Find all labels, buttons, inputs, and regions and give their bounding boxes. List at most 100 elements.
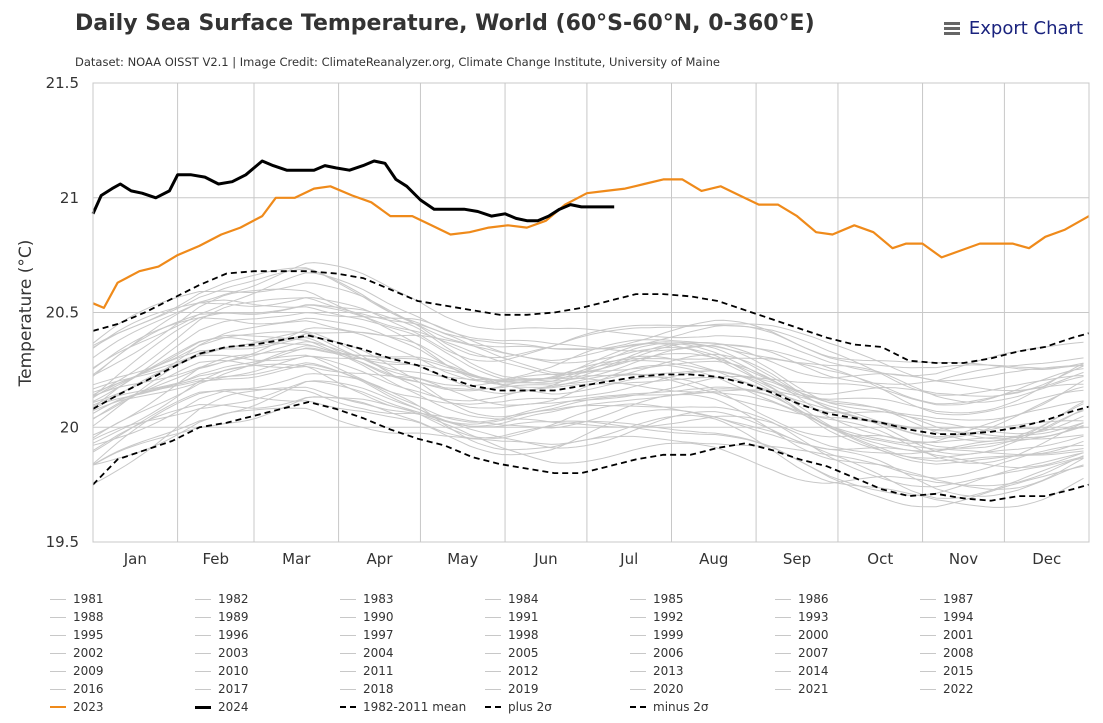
legend-swatch [340, 670, 356, 672]
legend-label: 2005 [508, 646, 539, 660]
legend-label: 1982-2011 mean [363, 700, 467, 714]
legend-item[interactable]: 2013 [630, 662, 770, 680]
legend-item[interactable]: 1989 [195, 608, 335, 626]
legend-swatch [630, 670, 646, 672]
legend-label: 2010 [218, 664, 249, 678]
legend-label: 2021 [798, 682, 829, 696]
legend-item[interactable]: 2017 [195, 680, 335, 698]
legend-item[interactable]: 1984 [485, 590, 625, 608]
legend-label: 1999 [653, 628, 684, 642]
legend-swatch [775, 598, 791, 600]
export-chart-button[interactable]: Export Chart [943, 18, 1083, 39]
legend-item[interactable]: plus 2σ [485, 698, 625, 716]
y-tick-label: 20 [60, 418, 79, 436]
legend-item[interactable]: 1995 [50, 626, 190, 644]
legend-item[interactable]: 1997 [340, 626, 480, 644]
legend-swatch [920, 670, 936, 672]
legend-label: 2014 [798, 664, 829, 678]
legend-label: plus 2σ [508, 700, 552, 714]
legend-item[interactable]: 1991 [485, 608, 625, 626]
legend-item[interactable]: 2016 [50, 680, 190, 698]
legend: 1981 1982 1983 1984 1985 1986 1987 1988 1989 1990… [50, 590, 1090, 716]
y-tick-label: 20.5 [46, 304, 79, 322]
historical-year-line [92, 396, 1084, 499]
historical-year-line [92, 336, 1084, 438]
legend-item[interactable]: 2007 [775, 644, 915, 662]
legend-item[interactable]: 2004 [340, 644, 480, 662]
legend-swatch [630, 598, 646, 600]
historical-year-line [92, 355, 1084, 459]
legend-item[interactable]: 2010 [195, 662, 335, 680]
legend-label: 1996 [218, 628, 249, 642]
historical-year-line [92, 336, 1084, 439]
historical-year-line [92, 354, 1084, 455]
legend-swatch [775, 688, 791, 690]
historical-year-line [92, 334, 1084, 440]
legend-item[interactable]: 2003 [195, 644, 335, 662]
legend-swatch [920, 634, 936, 636]
legend-item[interactable]: 2008 [920, 644, 1060, 662]
legend-item[interactable]: 1990 [340, 608, 480, 626]
legend-swatch [50, 688, 66, 690]
legend-label: 2008 [943, 646, 974, 660]
legend-item[interactable]: 1981 [50, 590, 190, 608]
legend-item[interactable]: 1987 [920, 590, 1060, 608]
legend-item[interactable]: 2023 [50, 698, 190, 716]
legend-label: 1989 [218, 610, 249, 624]
chart-title: Daily Sea Surface Temperature, World (60… [75, 11, 815, 36]
legend-item[interactable]: 1994 [920, 608, 1060, 626]
legend-label: 2001 [943, 628, 974, 642]
legend-swatch [340, 634, 356, 636]
historical-year-line [92, 380, 1084, 488]
legend-item[interactable]: 1996 [195, 626, 335, 644]
legend-item[interactable]: 2009 [50, 662, 190, 680]
series-line-plus-2- [92, 270, 1090, 364]
legend-swatch [920, 616, 936, 618]
legend-item[interactable]: 2020 [630, 680, 770, 698]
legend-item[interactable]: 2014 [775, 662, 915, 680]
legend-item[interactable]: 2000 [775, 626, 915, 644]
x-month-label: Dec [1032, 550, 1061, 568]
legend-label: 2000 [798, 628, 829, 642]
legend-item[interactable]: 2005 [485, 644, 625, 662]
legend-item[interactable]: 1988 [50, 608, 190, 626]
legend-item[interactable]: 1986 [775, 590, 915, 608]
legend-item[interactable]: 2022 [920, 680, 1060, 698]
x-month-label: Oct [867, 550, 893, 568]
historical-year-line [92, 288, 1084, 392]
legend-item[interactable]: 1983 [340, 590, 480, 608]
legend-item[interactable]: 2006 [630, 644, 770, 662]
legend-label: 1982 [218, 592, 249, 606]
legend-item[interactable]: 2018 [340, 680, 480, 698]
legend-label: 2013 [653, 664, 684, 678]
legend-item[interactable]: 1999 [630, 626, 770, 644]
historical-year-line [92, 312, 1084, 414]
legend-item[interactable]: 2011 [340, 662, 480, 680]
legend-item[interactable]: 1982-2011 mean [340, 698, 480, 716]
legend-item[interactable]: 2019 [485, 680, 625, 698]
historical-year-line [92, 331, 1084, 435]
legend-item[interactable]: 2002 [50, 644, 190, 662]
series-lines [91, 159, 1090, 502]
legend-item[interactable]: 2015 [920, 662, 1060, 680]
legend-label: 1983 [363, 592, 394, 606]
legend-item[interactable]: 1985 [630, 590, 770, 608]
legend-swatch [485, 706, 501, 708]
legend-swatch [195, 670, 211, 672]
legend-swatch [195, 652, 211, 654]
historical-year-line [92, 299, 1084, 403]
legend-label: 1981 [73, 592, 104, 606]
legend-item[interactable]: 2012 [485, 662, 625, 680]
legend-label: 1993 [798, 610, 829, 624]
legend-item[interactable]: 1998 [485, 626, 625, 644]
legend-label: 1994 [943, 610, 974, 624]
legend-item[interactable]: 1982 [195, 590, 335, 608]
legend-item[interactable]: 2021 [775, 680, 915, 698]
chart-canvas: 19.5 20 20.5 21 21.5 Jan Feb Mar Apr May Jun Jul Au… [16, 74, 1090, 568]
legend-item[interactable]: 1993 [775, 608, 915, 626]
legend-item[interactable]: 2024 [195, 698, 335, 716]
legend-item[interactable]: minus 2σ [630, 698, 770, 716]
legend-label: 1984 [508, 592, 539, 606]
legend-item[interactable]: 1992 [630, 608, 770, 626]
legend-item[interactable]: 2001 [920, 626, 1060, 644]
